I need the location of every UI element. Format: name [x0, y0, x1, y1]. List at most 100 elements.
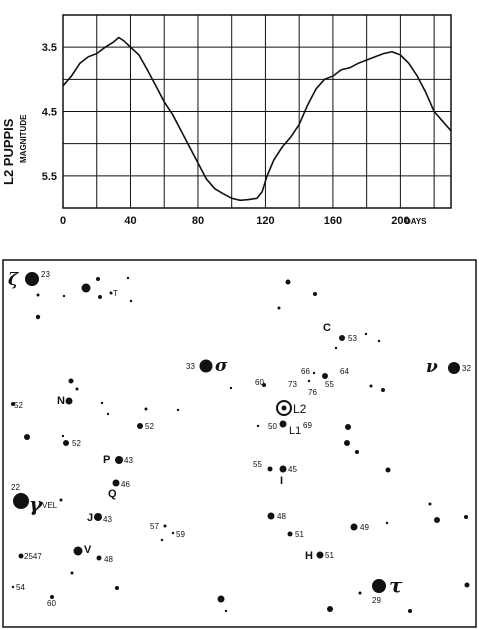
label-69: 69 — [303, 421, 312, 430]
star — [464, 515, 468, 519]
star — [24, 434, 30, 440]
star-64 — [322, 373, 328, 379]
star — [358, 591, 362, 595]
label-P: P — [103, 454, 110, 466]
star — [355, 450, 359, 454]
star — [18, 553, 24, 559]
label-J: J — [87, 512, 93, 524]
y-axis-label: L2 PUPPIS — [1, 118, 16, 185]
label-H: H — [305, 550, 313, 562]
star — [62, 294, 66, 298]
star — [381, 388, 385, 392]
star — [11, 402, 15, 406]
label-tau: τ — [389, 573, 403, 597]
label-nu-num: 32 — [462, 364, 471, 373]
label-L1: L1 — [289, 425, 301, 437]
star — [385, 467, 391, 473]
label-76: 76 — [308, 388, 317, 397]
star — [364, 332, 368, 336]
star — [61, 434, 65, 438]
label-48a: 48 — [277, 512, 286, 521]
star-gamma-vel — [13, 493, 29, 509]
star — [96, 555, 102, 561]
label-zeta: ζ — [8, 270, 19, 290]
star — [106, 412, 110, 416]
label-51a: 51 — [295, 530, 304, 539]
star — [68, 378, 74, 384]
label-sigma-num: 33 — [186, 362, 195, 371]
star — [81, 283, 91, 293]
star-H — [316, 551, 324, 559]
star — [434, 517, 440, 523]
x-unit-label: DAYS — [405, 217, 427, 226]
star — [144, 407, 148, 411]
label-50: 50 — [268, 422, 277, 431]
label-49: 49 — [360, 523, 369, 532]
star — [277, 306, 281, 310]
star — [115, 586, 119, 590]
star — [129, 299, 133, 303]
chart-grid — [62, 15, 451, 208]
star — [109, 291, 113, 295]
star — [428, 502, 432, 506]
star — [160, 538, 164, 542]
star — [137, 423, 143, 429]
label-T: T — [113, 289, 118, 298]
star — [408, 609, 412, 613]
star-J — [94, 513, 102, 521]
star — [176, 408, 180, 412]
star — [229, 386, 233, 390]
label-nu: ν — [426, 357, 438, 377]
label-tau-num: 29 — [372, 596, 381, 605]
star — [75, 387, 79, 391]
star-L2 — [281, 405, 287, 411]
star-C — [339, 335, 345, 341]
label-I: I — [280, 475, 283, 487]
star — [224, 609, 228, 613]
y-tick-labels: 3.5 4.5 5.5 — [42, 42, 57, 183]
label-60b: 60 — [47, 599, 56, 608]
star-sigma — [199, 359, 213, 373]
label-66: 66 — [301, 367, 310, 376]
star — [334, 346, 338, 350]
x-tick-label: 160 — [324, 215, 342, 227]
label-73: 73 — [288, 380, 297, 389]
star — [11, 585, 15, 589]
star-45 — [279, 465, 287, 473]
star-L1 — [279, 420, 287, 428]
star-nu — [448, 362, 460, 374]
label-60: 60 — [255, 378, 264, 387]
star — [63, 440, 69, 446]
x-tick-label: 40 — [124, 215, 136, 227]
label-59: 59 — [176, 530, 185, 539]
star — [96, 277, 100, 281]
light-curve-series — [62, 36, 452, 202]
star — [385, 521, 389, 525]
label-46: 46 — [121, 480, 130, 489]
star-V — [73, 546, 83, 556]
star-chart-frame — [2, 259, 477, 628]
label-C: C — [323, 322, 331, 334]
star — [369, 384, 373, 388]
star — [98, 295, 102, 299]
star — [312, 371, 316, 375]
label-gamma: γ — [29, 492, 43, 516]
star — [377, 339, 381, 343]
label-57: 57 — [150, 522, 159, 531]
label-gamma-num: 22 — [11, 483, 20, 492]
star — [344, 440, 350, 446]
star — [307, 379, 311, 383]
label-C-num: 53 — [348, 334, 357, 343]
star-P — [115, 456, 123, 464]
star-dots — [11, 272, 470, 613]
label-45: 45 — [288, 465, 297, 474]
star — [256, 424, 260, 428]
x-tick-label: 80 — [192, 215, 204, 227]
y-axis-sublabel: MAGNITUDE — [19, 114, 28, 163]
star — [313, 292, 317, 296]
y-tick-label: 4.5 — [42, 107, 57, 119]
star — [262, 383, 266, 387]
star — [171, 531, 175, 535]
